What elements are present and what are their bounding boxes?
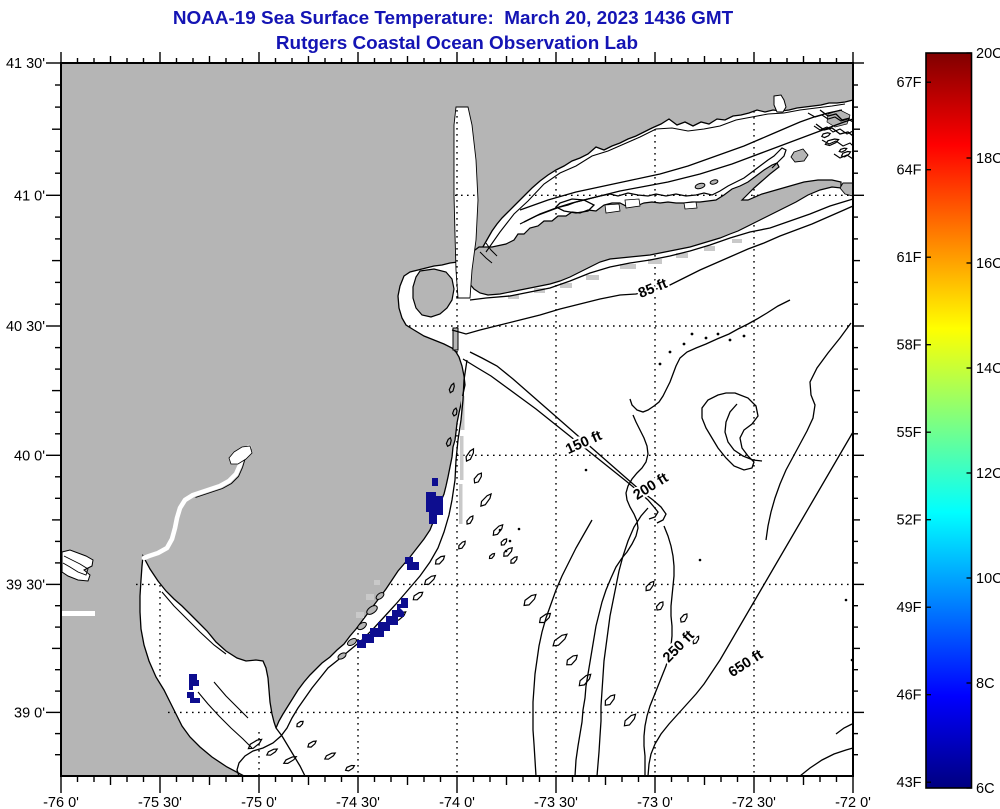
svg-text:-72 30': -72 30'	[732, 795, 776, 809]
svg-text:-74 0': -74 0'	[439, 795, 475, 809]
svg-text:46F: 46F	[897, 688, 922, 704]
svg-text:6C: 6C	[976, 781, 995, 797]
svg-text:16C: 16C	[976, 256, 1000, 272]
svg-text:650 ft: 650 ft	[726, 647, 767, 681]
svg-text:NOAA-19 Sea Surface Temperatur: NOAA-19 Sea Surface Temperature: March 2…	[173, 8, 734, 29]
svg-text:10C: 10C	[976, 571, 1000, 587]
svg-text:67F: 67F	[897, 75, 922, 91]
svg-text:8C: 8C	[976, 676, 995, 692]
svg-text:20C: 20C	[976, 46, 1000, 62]
svg-text:49F: 49F	[897, 600, 922, 616]
svg-text:64F: 64F	[897, 163, 922, 179]
svg-text:-73 0': -73 0'	[637, 795, 673, 809]
svg-text:14C: 14C	[976, 361, 1000, 377]
svg-text:55F: 55F	[897, 425, 922, 441]
svg-text:250 ft: 250 ft	[660, 628, 698, 666]
svg-text:-76 0': -76 0'	[43, 795, 79, 809]
svg-text:-72 0': -72 0'	[835, 795, 871, 809]
svg-text:39 30': 39 30'	[6, 577, 45, 593]
svg-text:40 0': 40 0'	[14, 448, 45, 464]
svg-text:40 30': 40 30'	[6, 319, 45, 335]
svg-text:41 30': 41 30'	[6, 56, 45, 72]
svg-text:41 0': 41 0'	[14, 188, 45, 204]
svg-text:-73 30': -73 30'	[534, 795, 578, 809]
svg-text:85 ft: 85 ft	[636, 276, 670, 302]
svg-text:52F: 52F	[897, 513, 922, 529]
svg-text:-75 30': -75 30'	[138, 795, 182, 809]
svg-text:-75 0': -75 0'	[241, 795, 277, 809]
svg-text:12C: 12C	[976, 466, 1000, 482]
svg-text:18C: 18C	[976, 151, 1000, 167]
svg-text:Rutgers Coastal Ocean Observat: Rutgers Coastal Ocean Observation Lab	[276, 33, 638, 54]
svg-text:-74 30': -74 30'	[336, 795, 380, 809]
svg-text:43F: 43F	[897, 775, 922, 791]
svg-text:58F: 58F	[897, 338, 922, 354]
svg-text:39 0': 39 0'	[14, 705, 45, 721]
svg-text:61F: 61F	[897, 250, 922, 266]
